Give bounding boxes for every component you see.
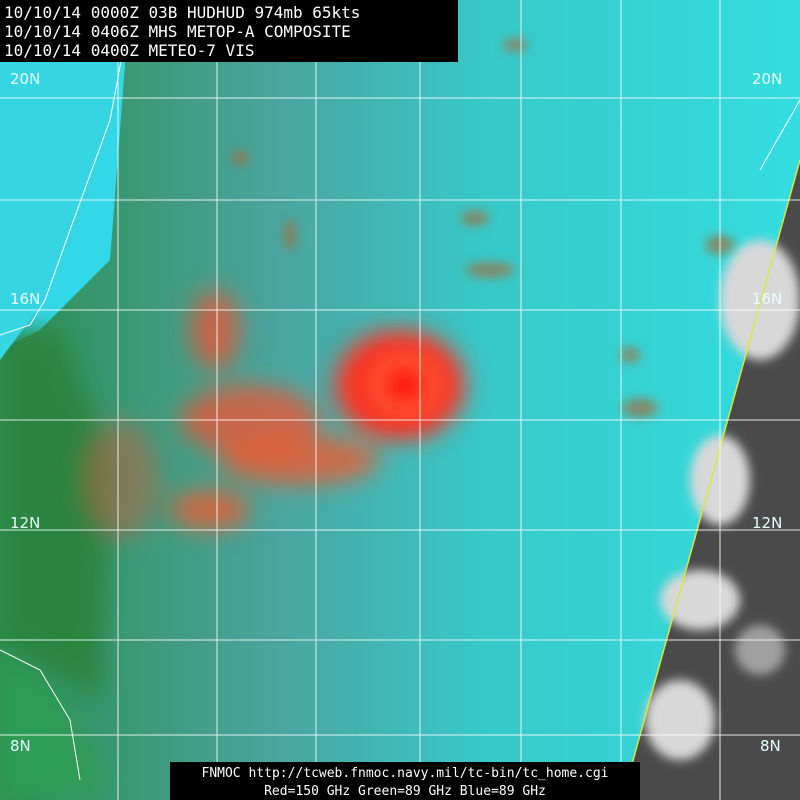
land-cyan [0, 0, 130, 360]
lat-label: 8N [10, 737, 31, 755]
footer-line: FNMOC http://tcweb.fnmoc.navy.mil/tc-bin… [202, 766, 609, 781]
swath-edge [621, 159, 800, 800]
lat-label: 8N [760, 737, 781, 755]
lat-label: 12N [10, 514, 40, 532]
coast-green [0, 330, 110, 700]
header-box [0, 0, 458, 62]
storm-core [360, 345, 450, 425]
lat-label: 16N [752, 290, 782, 308]
lat-label: 16N [10, 290, 40, 308]
footer-box [170, 762, 640, 800]
lat-label: 20N [752, 70, 782, 88]
footer-line: Red=150 GHz Green=89 GHz Blue=89 GHz [264, 784, 546, 799]
lat-label: 20N [10, 70, 40, 88]
header-line: 10/10/14 0406Z MHS METOP-A COMPOSITE [4, 22, 351, 41]
header-line: 10/10/14 0400Z METEO-7 VIS [4, 41, 254, 60]
header-line: 10/10/14 0000Z 03B HUDHUD 974mb 65kts [4, 3, 360, 22]
rainbands [232, 38, 735, 418]
land-south [0, 640, 110, 800]
lat-label: 12N [752, 514, 782, 532]
